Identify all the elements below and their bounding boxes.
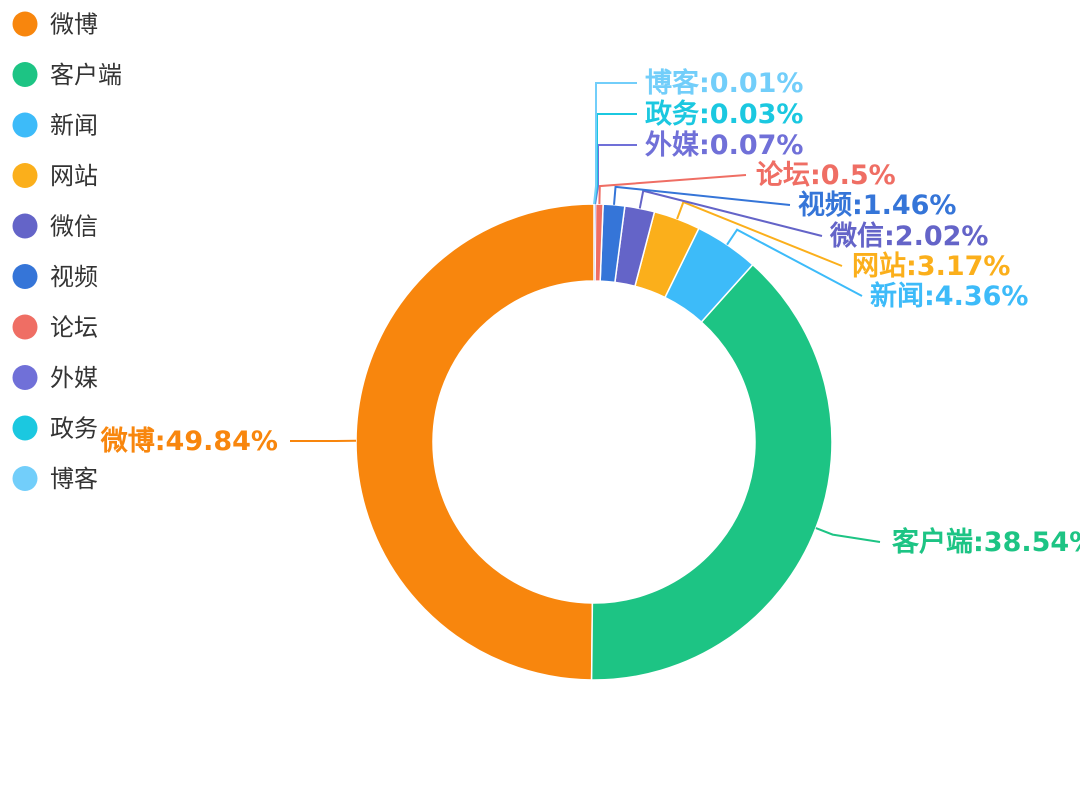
legend-marker-4 (12, 163, 38, 188)
legend-marker-5 (12, 213, 38, 239)
legend-marker-3 (12, 112, 38, 138)
legend-marker-7 (12, 314, 38, 340)
legend-item-5[interactable]: 微信 (12, 213, 99, 241)
legend-label-8: 外媒 (50, 364, 98, 392)
legend-label-2: 客户端 (50, 61, 122, 89)
slice-label-6: 视频:1.46% (798, 190, 956, 221)
legend-label-5: 微信 (50, 213, 98, 241)
legend-item-6[interactable]: 视频 (12, 263, 99, 291)
legend-label-4: 网站 (50, 162, 98, 190)
slice-1[interactable] (355, 203, 595, 681)
slice-2[interactable] (590, 263, 833, 681)
label-leader-lines (290, 82, 881, 543)
legend-item-3[interactable]: 新闻 (12, 112, 99, 140)
legend-item-10[interactable]: 博客 (12, 465, 99, 493)
legend-marker-1 (12, 11, 38, 37)
legend-label-10: 博客 (50, 465, 98, 493)
slice-label-3: 新闻:4.36% (870, 280, 1028, 312)
legend-label-6: 视频 (50, 263, 98, 291)
slice-label-9: 政务:0.03% (645, 99, 803, 130)
slice-label-5: 微信:2.02% (829, 221, 988, 252)
leader-line-7 (598, 174, 747, 205)
legend-item-1[interactable]: 微博 (12, 11, 99, 39)
legend-label-7: 论坛 (50, 314, 98, 342)
legend-marker-8 (12, 365, 38, 390)
legend-item-9[interactable]: 政务 (12, 415, 99, 443)
legend-marker-9 (12, 415, 38, 441)
slice-label-2: 客户端:38.54% (892, 526, 1080, 558)
leader-line-6 (613, 185, 791, 206)
legend-label-9: 政务 (50, 415, 98, 443)
legend-item-7[interactable]: 论坛 (12, 314, 99, 342)
slice-label-8: 外媒:0.07% (645, 129, 803, 161)
legend-item-4[interactable]: 网站 (12, 162, 99, 190)
legend-item-2[interactable]: 客户端 (12, 61, 123, 89)
leader-line-2 (815, 527, 881, 543)
leader-line-8 (594, 144, 637, 205)
legend-marker-2 (12, 62, 38, 87)
legend-label-3: 新闻 (50, 112, 98, 140)
leader-line-4 (676, 200, 843, 267)
leader-line-3 (726, 228, 863, 297)
donut-slices (355, 203, 833, 681)
legend-marker-6 (12, 264, 38, 289)
slice-label-7: 论坛:0.5% (756, 160, 896, 191)
slice-labels: 微博:49.84% 客户端:38.54% 新闻:4.36%网站:3.17%微信:2.… (100, 67, 1080, 558)
slice-label-10: 博客:0.01% (645, 67, 803, 99)
legend-label-1: 微博 (50, 11, 98, 39)
legend-marker-10 (12, 466, 38, 491)
leader-line-10 (593, 82, 637, 205)
legend-item-8[interactable]: 外媒 (12, 364, 99, 392)
slice-label-1: 微博:49.84% (100, 425, 278, 457)
slice-label-4: 网站:3.17% (852, 251, 1010, 282)
